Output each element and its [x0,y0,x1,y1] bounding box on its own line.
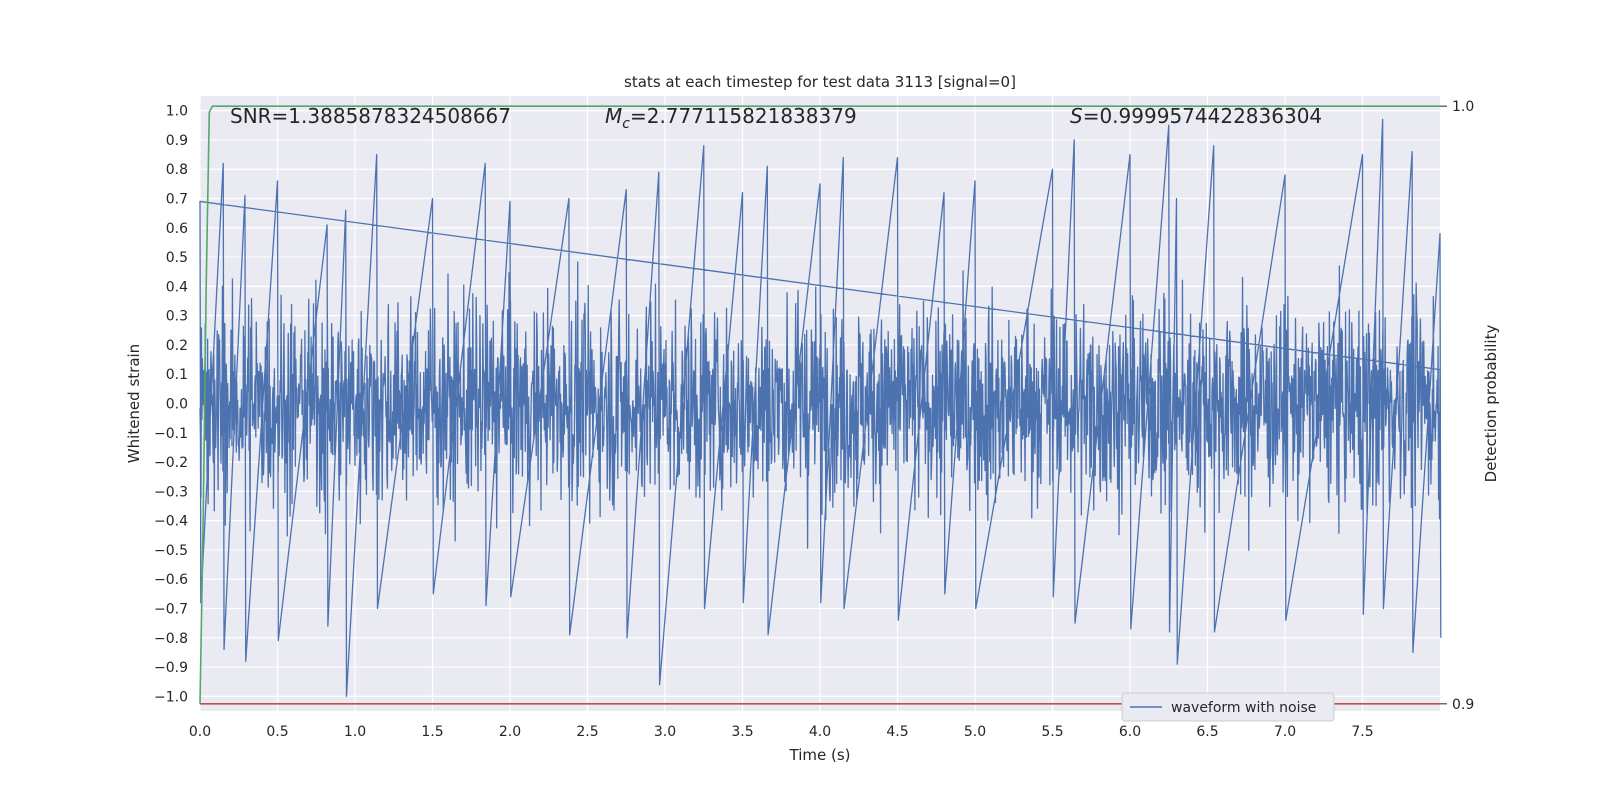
score-annotation: S=0.9999574422836304 [1070,104,1322,128]
y-tick-label: 1.0 [166,104,188,120]
chart-title: stats at each timestep for test data 311… [624,73,1016,91]
right-axis-ticks: 1.0 0.9 [1440,99,1474,713]
y-tick-label: −0.8 [154,631,188,647]
y-tick-label: −0.1 [154,426,188,442]
y2-tick-label: 0.9 [1452,697,1474,713]
score-value: =0.9999574422836304 [1083,104,1322,128]
y-axis-label: Whitened strain [125,344,143,463]
y-tick-label: −0.3 [154,484,188,500]
x-tick-label: 0.5 [266,724,288,740]
x-tick-label: 4.0 [809,724,831,740]
x-tick-label: 2.0 [499,724,521,740]
waveform-series [199,118,1442,698]
x-tick-label: 4.5 [886,724,908,740]
y-tick-label: 0.2 [166,338,188,354]
y-tick-label: 0.3 [166,309,188,325]
x-tick-label: 1.0 [344,724,366,740]
x-tick-label: 7.0 [1274,724,1296,740]
y-tick-label: −0.2 [154,455,188,471]
score-symbol: S [1070,104,1083,128]
x-axis-label: Time (s) [789,746,851,764]
legend-label: waveform with noise [1171,700,1316,716]
y-tick-label: 0.6 [166,221,188,237]
y-tick-label: −1.0 [154,689,188,705]
x-tick-label: 0.0 [189,724,211,740]
x-tick-label: 3.5 [731,724,753,740]
x-tick-label: 6.5 [1196,724,1218,740]
y-tick-label: −0.9 [154,660,188,676]
y-axis-ticks: 1.0 0.9 0.8 0.7 0.6 0.5 0.4 0.3 0.2 0.1 0.0 −0.1 −0.… [154,104,188,706]
y-tick-label: 0.4 [166,279,188,295]
x-tick-label: 7.5 [1351,724,1373,740]
y-tick-label: −0.6 [154,572,188,588]
x-tick-label: 3.0 [654,724,676,740]
legend-box [1121,692,1335,722]
y-tick-label: 0.8 [166,162,188,178]
x-tick-label: 5.5 [1041,724,1063,740]
legend: waveform with noise [1121,692,1335,722]
x-tick-label: 5.0 [964,724,986,740]
y-tick-label: 0.0 [166,397,188,413]
y-tick-label: −0.7 [154,602,188,618]
y-tick-label: 0.1 [166,367,188,383]
chirp-mass-subscript: c [622,116,630,132]
y2-axis-label: Detection probability [1482,325,1500,483]
chirp-mass-annotation: Mc=2.777115821838379 [605,104,857,132]
x-tick-label: 1.5 [421,724,443,740]
x-tick-label: 2.5 [576,724,598,740]
chirp-mass-symbol: M [605,104,622,128]
y2-tick-label: 1.0 [1452,99,1474,115]
y-tick-label: 0.5 [166,250,188,266]
x-axis-ticks: 0.0 0.5 1.0 1.5 2.0 2.5 3.0 3.5 4.0 4.5 5.0 5.5 6.0 6… [189,724,1374,740]
chirp-mass-value: =2.777115821838379 [630,104,857,128]
detection-probability-line [199,105,1440,704]
y-tick-label: 0.9 [166,133,188,149]
y-tick-label: 0.7 [166,192,188,208]
x-tick-label: 6.0 [1119,724,1141,740]
y-tick-label: −0.4 [154,514,188,530]
waveform-line [199,118,1442,698]
y-tick-label: −0.5 [154,543,188,559]
snr-annotation: SNR=1.3885878324508667 [230,104,511,128]
